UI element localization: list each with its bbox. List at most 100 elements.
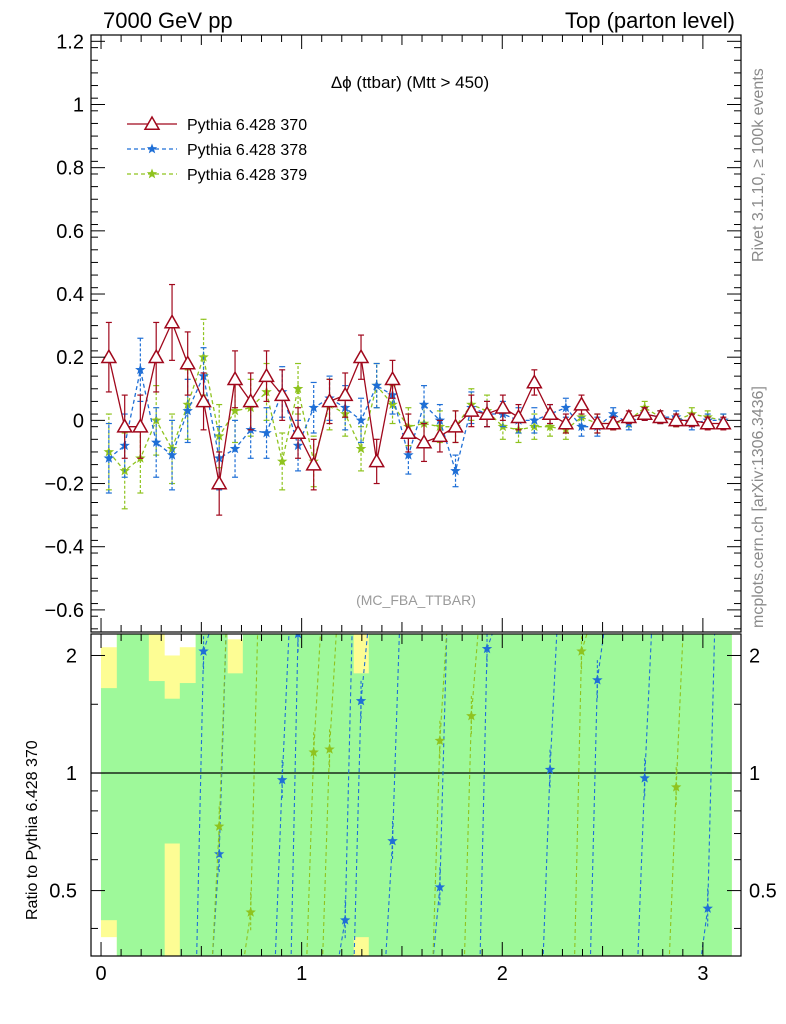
data-point [510, 408, 527, 424]
legend-label: Pythia 6.428 378 [187, 142, 307, 159]
ratio-point [308, 746, 319, 757]
data-point [163, 313, 181, 329]
green-band [321, 634, 339, 956]
data-point [387, 399, 398, 409]
ratio-line [196, 651, 205, 956]
green-band [715, 634, 732, 956]
data-point [229, 405, 241, 416]
green-band [494, 634, 512, 956]
series-line [108, 369, 724, 474]
ratio-point [324, 743, 335, 754]
y-tick-label: 0 [73, 410, 84, 432]
data-point [242, 392, 259, 408]
green-band [573, 634, 590, 956]
main-plot-panel: −0.6 −0.4 −0.2 0 0.2 0.4 0.6 0.8 1 1.2 Δϕ (ttbar)… [45, 31, 742, 633]
ratio-y-tick-label-right: 2 [749, 645, 760, 667]
data-point [226, 370, 244, 386]
data-point [214, 430, 225, 441]
legend-marker [146, 168, 158, 179]
green-band [258, 634, 276, 956]
ratio-line [644, 634, 653, 779]
legend: Pythia 6.428 370 Pythia 6.428 378 Pythia 6… [127, 115, 307, 184]
ratio-y-tick-label: 0.5 [49, 881, 77, 903]
ratio-y-tick-label: 2 [66, 645, 77, 667]
green-band [305, 634, 323, 956]
green-band [557, 634, 575, 956]
ratio-line [549, 634, 558, 770]
data-point [478, 405, 496, 421]
data-point [683, 411, 701, 427]
ratio-series-1 [211, 634, 684, 956]
data-point [368, 452, 385, 468]
ratio-plot-panel: 0.5 0.5 1 1 2 2 0 1 2 3 Ratio to Pythia 6.428 370 [24, 633, 777, 985]
ratio-line [700, 908, 709, 956]
green-band [179, 683, 197, 956]
data-point [277, 455, 288, 466]
ratio-line [360, 634, 369, 701]
ratio-point [294, 634, 302, 639]
data-point [229, 443, 241, 454]
data-point [576, 421, 587, 432]
green-band [164, 698, 181, 844]
main-plot-title: Δϕ (ttbar) (Mtt > 450) [331, 73, 489, 92]
ratio-line [463, 715, 472, 956]
data-point [132, 418, 149, 433]
ratio-y-tick-label: 1 [66, 763, 77, 785]
legend-marker [143, 115, 161, 130]
x-tick-label: 1 [296, 963, 307, 985]
data-point [400, 424, 417, 439]
data-point [321, 392, 338, 408]
data-point [403, 449, 414, 460]
ratio-line [668, 787, 677, 956]
y-tick-label: 0.6 [56, 221, 84, 243]
green-band [479, 634, 496, 956]
ratio-point [355, 695, 367, 706]
y-tick-label: 1.2 [56, 31, 84, 53]
green-band [384, 634, 402, 956]
ratio-line [250, 634, 259, 913]
x-tick-label: 2 [497, 963, 508, 985]
green-band [400, 634, 417, 956]
data-point [355, 414, 367, 425]
energy-label: 7000 GeV pp [103, 8, 233, 33]
rivet-label: Rivet 3.1.10, ≥ 100k events [750, 68, 767, 262]
green-band [463, 634, 480, 956]
data-point [103, 452, 115, 463]
green-band [605, 634, 622, 956]
ratio-line [385, 840, 394, 956]
ratio-line [637, 778, 646, 956]
data-point [292, 383, 304, 394]
green-band [368, 634, 386, 956]
data-point [463, 402, 480, 417]
data-point [195, 392, 212, 408]
data-point [620, 408, 638, 424]
ratio-line [486, 634, 493, 650]
ratio-point [340, 914, 351, 925]
analysis-watermark: (MC_FBA_TTBAR) [356, 592, 476, 608]
ratio-line [243, 912, 252, 956]
ratio-point [434, 735, 446, 746]
ratio-point [387, 835, 398, 846]
green-band [290, 634, 307, 956]
ratio-line [542, 769, 551, 956]
ratio-line [470, 634, 479, 717]
green-band [542, 634, 559, 956]
data-point [289, 424, 307, 439]
ratio-line [203, 634, 210, 652]
ratio-line [675, 634, 684, 788]
data-point [447, 418, 464, 433]
data-point [526, 373, 543, 389]
data-point [147, 348, 165, 364]
ratio-line [589, 680, 598, 956]
ratio-point [198, 645, 209, 656]
ratio-point [592, 674, 603, 685]
ratio-line [439, 634, 448, 888]
green-band [510, 634, 527, 956]
ratio-point [702, 903, 713, 913]
ratio-plot-frame [90, 633, 742, 957]
data-point [667, 411, 685, 427]
legend-marker [146, 143, 158, 154]
data-point [308, 402, 319, 413]
data-point [179, 354, 196, 370]
